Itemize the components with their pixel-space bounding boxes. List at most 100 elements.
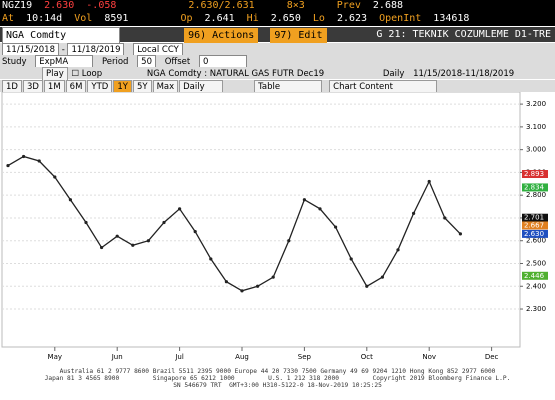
vol: 8591 [104, 13, 129, 24]
oi-label: OpenInt [379, 13, 422, 24]
last-value-tag [522, 170, 548, 179]
play-bar: Play ☐ Loop NGA Comdty : NATURAL GAS FUT… [0, 67, 555, 81]
size: 8×3 [286, 0, 305, 11]
x-tick-label: Oct [361, 353, 373, 361]
plot-area [1, 92, 521, 348]
x-tick-label: Jun [111, 353, 123, 361]
range: 11/15/2018-11/18/2019 [413, 69, 515, 79]
last-price: 2.630 [44, 0, 75, 11]
y-tick-label: 2.600 [526, 237, 546, 245]
price-point [318, 207, 322, 211]
last-value-tag [522, 229, 548, 238]
price-point [302, 198, 306, 202]
command-bar: NGA Comdty 96) Actions 97) Edit G 21: TE… [0, 27, 555, 44]
price-point [178, 207, 182, 211]
play-button[interactable]: Play [42, 67, 68, 81]
time-label: At [2, 13, 15, 24]
y-tick-label: 2.500 [526, 259, 546, 267]
price-point [84, 220, 88, 225]
period-bar: 1D 3D 1M 6M YTD 1Y 5Y Max Daily Table Chart Conten… [0, 80, 555, 94]
bid-ask: 2.630/2.631 [188, 0, 255, 11]
x-tick-label: Aug [235, 353, 249, 361]
price-point [162, 220, 166, 225]
offset-label: Offset [164, 57, 191, 67]
hi: 2.650 [270, 13, 301, 24]
y-tick-label: 3.200 [526, 100, 546, 108]
study-label: Study [2, 57, 27, 67]
x-tick-label: Nov [422, 353, 436, 361]
x-tick-label: Dec [485, 353, 499, 361]
ticker: NGZ19 [2, 0, 33, 11]
y-tick-label: 2.300 [526, 305, 546, 313]
description: NGA Comdty : NATURAL GAS FUTR Dec19 [146, 69, 325, 79]
y-tick-label: 3.100 [526, 123, 546, 131]
last-value-tag [522, 271, 548, 280]
study-bar: Study ExpMA Period 50 Offset 0 [0, 55, 555, 69]
price-point [458, 232, 462, 236]
change: -.058 [86, 0, 117, 11]
price-point [396, 248, 400, 252]
page-title: G 21: TEKNIK COZUMLEME D1-TRE [376, 29, 551, 40]
footer-line: SN 546679 TRT GMT+3:00 H310-5122-0 18-No… [173, 382, 382, 389]
y-tick-label: 2.800 [526, 191, 546, 199]
edit-button[interactable]: 97) Edit [270, 28, 327, 43]
oi: 134618 [433, 13, 470, 24]
footer-line: Japan 81 3 4565 8900 Singapore 65 6212 1… [44, 375, 511, 382]
price-point [271, 275, 275, 279]
frequency: Daily [382, 69, 405, 79]
price-point [53, 175, 57, 179]
price-point [443, 216, 447, 220]
price-point [412, 211, 416, 215]
x-tick-label: Jul [174, 353, 184, 361]
last-value-label: 2.834 [524, 183, 545, 191]
price-point [334, 225, 338, 229]
last-value-label: 2.446 [524, 272, 545, 280]
last-value-label: 2.893 [524, 170, 544, 178]
price-point [68, 198, 72, 202]
price-line [7, 155, 461, 292]
lo: 2.623 [336, 13, 368, 24]
y-tick-label: 3.000 [526, 146, 546, 154]
x-tick-label: May [48, 353, 62, 361]
price-point [146, 239, 150, 243]
price-point [37, 159, 41, 163]
price-point [115, 234, 119, 238]
quote-line-2: At 10:14d Vol 8591 Op 2.641 Hi 2.650 Lo … [0, 13, 555, 26]
loop-checkbox[interactable]: ☐ Loop [71, 69, 103, 79]
price-point [224, 280, 228, 284]
vol-label: Vol [74, 13, 93, 24]
hi-label: Hi [246, 13, 259, 24]
price-point [380, 275, 384, 279]
prev: 2.688 [372, 0, 404, 11]
security-input[interactable]: NGA Comdty [2, 27, 120, 44]
last-value-label: 2.667 [524, 221, 544, 229]
quote-line-1: NGZ19 2.630 -.058 2.630/2.631 8×3 Prev 2… [0, 0, 555, 13]
price-point [131, 243, 135, 247]
price-point [209, 257, 213, 261]
last-value-label: 2.630 [524, 230, 544, 238]
last-value-tag [522, 221, 548, 230]
actions-button[interactable]: 96) Actions [184, 28, 259, 43]
time: 10:14d [26, 13, 63, 24]
x-tick-label: Sep [298, 353, 312, 361]
price-point [427, 179, 431, 184]
price-point [256, 284, 260, 288]
chart: 2.3002.4002.5002.6002.7002.8002.9003.000… [1, 92, 548, 362]
last-value-label: 2.701 [524, 214, 544, 222]
loop-label: Loop [81, 69, 103, 79]
price-point [240, 289, 244, 293]
op: 2.641 [204, 13, 235, 24]
footer-line: Australia 61 2 9777 8600 Brazil 5511 239… [59, 368, 496, 375]
lo-label: Lo [312, 13, 325, 24]
last-value-tag [522, 183, 548, 192]
y-tick-label: 2.400 [526, 282, 546, 290]
date-bar: 11/15/2018 - 11/18/2019 Local CCY [0, 43, 555, 57]
price-point [193, 230, 197, 234]
op-label: Op [180, 13, 193, 24]
price-point [22, 154, 26, 159]
last-value-tag [522, 213, 548, 222]
price-point [6, 163, 10, 168]
prev-label: Prev [336, 0, 361, 11]
price-point [100, 245, 104, 250]
price-point [349, 257, 353, 261]
